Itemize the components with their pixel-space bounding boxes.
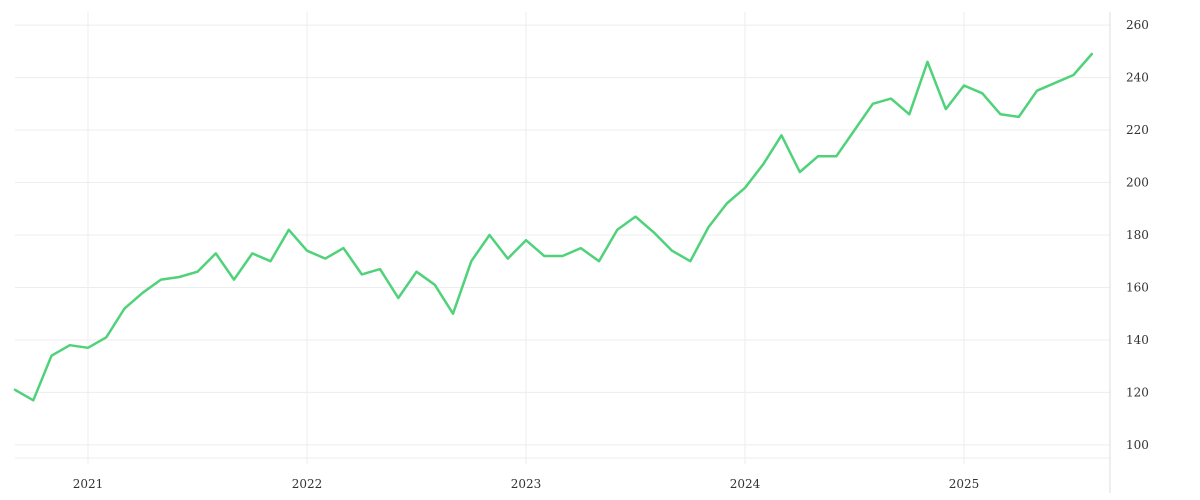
grid	[15, 12, 1110, 464]
y-tick-label: 120	[1126, 385, 1149, 399]
y-tick-label: 260	[1126, 18, 1149, 32]
x-tick-label: 2022	[292, 477, 323, 491]
y-tick-label: 200	[1126, 176, 1149, 190]
y-tick-labels: 100 120 140 160 180 200 220 240 260	[1126, 18, 1149, 452]
x-tick-label: 2025	[949, 477, 980, 491]
y-tick-label: 240	[1126, 71, 1149, 85]
x-tick-label: 2023	[511, 477, 542, 491]
series-layer	[13, 52, 1094, 402]
x-tick-label: 2024	[730, 477, 761, 491]
x-tick-label: 2021	[73, 477, 104, 491]
y-tick-label: 180	[1126, 228, 1149, 242]
y-tick-label: 140	[1126, 333, 1149, 347]
series-line	[13, 52, 1094, 402]
y-tick-label: 160	[1126, 280, 1149, 294]
y-tick-label: 100	[1126, 438, 1149, 452]
x-tick-labels: 2021 2022 2023 2024 2025	[73, 477, 980, 491]
y-tick-label: 220	[1126, 123, 1149, 137]
